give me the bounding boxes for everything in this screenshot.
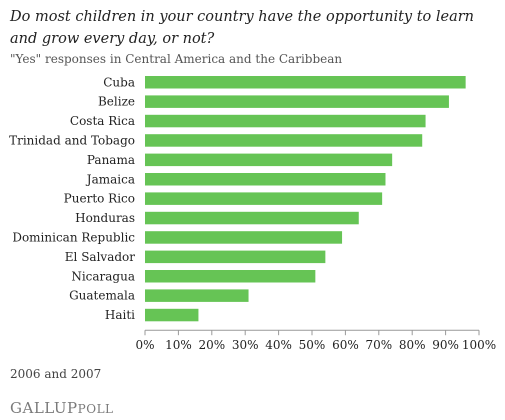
category-label: Haiti: [105, 308, 135, 322]
category-label: Nicaragua: [71, 269, 135, 283]
x-tick-label: 40%: [265, 338, 292, 352]
bar-jamaica: [145, 173, 386, 186]
bar-puerto-rico: [145, 192, 383, 205]
bar-belize: [145, 95, 449, 108]
category-label: Cuba: [103, 75, 135, 89]
bar-nicaragua: [145, 270, 316, 283]
x-tick-label: 0%: [135, 338, 154, 352]
x-tick-label: 80%: [399, 338, 426, 352]
chart-title: Do most children in your country have th…: [10, 9, 475, 47]
category-label: El Salvador: [65, 250, 135, 264]
category-label: Guatemala: [69, 289, 135, 303]
x-tick-label: 70%: [365, 338, 392, 352]
bar-cuba: [145, 76, 466, 89]
category-label: Trinidad and Tobago: [9, 133, 135, 147]
chart-subtitle: "Yes" responses in Central America and t…: [10, 52, 343, 66]
x-tick-label: 20%: [198, 338, 225, 352]
bar-panama: [145, 153, 393, 167]
x-tick-label: 30%: [232, 338, 259, 352]
category-label: Panama: [87, 153, 135, 167]
bar-el-salvador: [145, 250, 326, 264]
x-tick-label: 60%: [332, 338, 359, 352]
category-label: Honduras: [75, 211, 135, 225]
bar-dominican-republic: [145, 231, 343, 244]
logo-gallup: GALLUP: [10, 399, 78, 417]
category-label: Costa Rica: [70, 114, 135, 128]
category-label: Jamaica: [85, 172, 135, 186]
gallup-poll-logo: GALLUPPOLL: [10, 399, 114, 417]
x-tick-label: 50%: [299, 338, 326, 352]
category-label: Belize: [98, 95, 135, 109]
bar-chart: Cuba Belize Costa Rica Trinidad and Tobago P…: [9, 75, 496, 352]
logo-poll: POLL: [77, 402, 114, 416]
footnote: 2006 and 2007: [10, 367, 102, 381]
x-tick-label: 100%: [462, 338, 496, 352]
x-tick-label: 10%: [165, 338, 192, 352]
bar-costa-rica: [145, 114, 426, 128]
x-tick-label: 90%: [432, 338, 459, 352]
bar-trinidad-and-tobago: [145, 134, 423, 147]
bar-guatemala: [145, 289, 249, 302]
category-label: Puerto Rico: [64, 192, 135, 206]
bar-haiti: [145, 308, 199, 322]
category-label: Dominican Republic: [12, 230, 135, 244]
bar-honduras: [145, 211, 359, 225]
